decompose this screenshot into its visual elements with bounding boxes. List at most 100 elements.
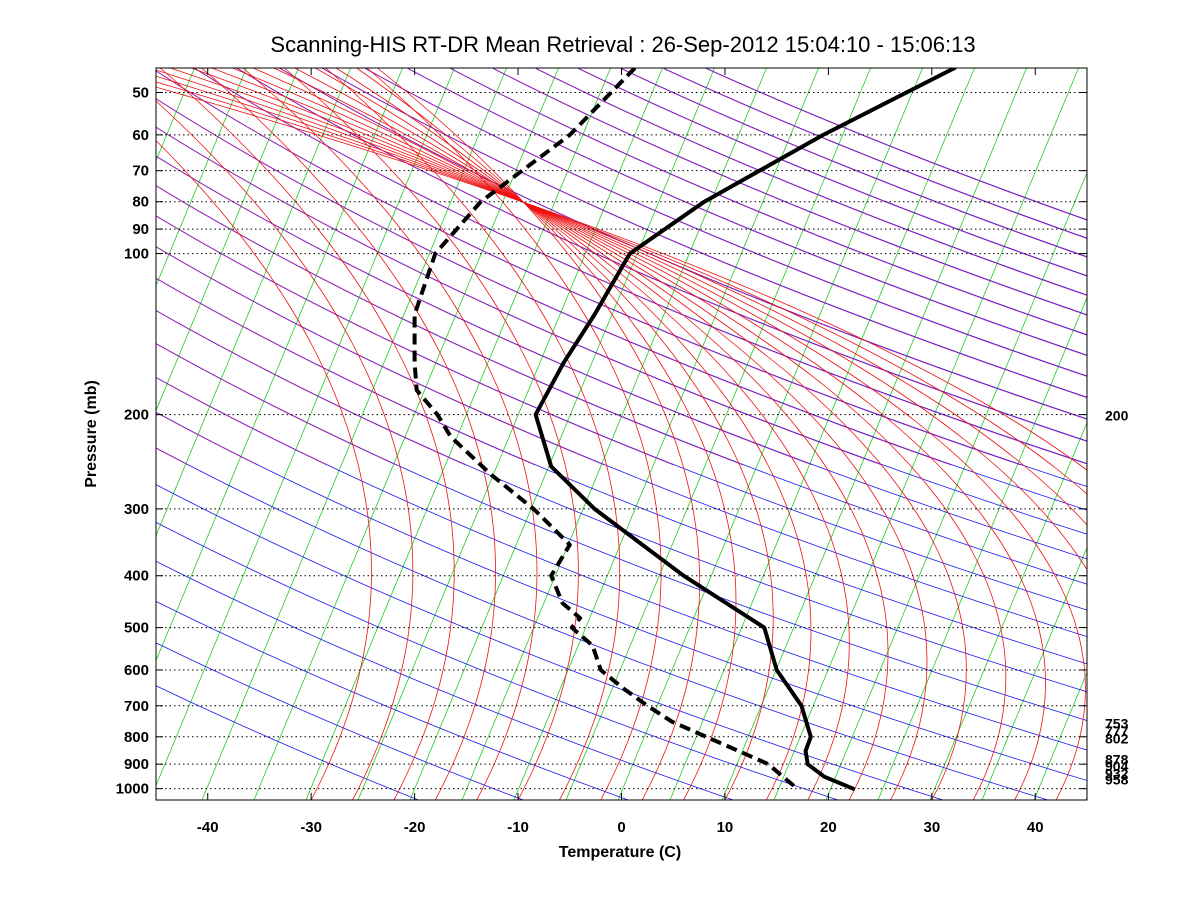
saturated-adiabat-line bbox=[156, 100, 414, 800]
isotherm-line bbox=[1033, 671, 1087, 800]
x-tick-label: 20 bbox=[820, 819, 837, 836]
saturated-adiabat-line bbox=[156, 86, 1087, 471]
right-level-label: 878 bbox=[1105, 751, 1129, 767]
dry-adiabat-overlay bbox=[156, 377, 328, 466]
saturated-adiabat-line bbox=[159, 68, 455, 800]
dry-adiabat-line bbox=[156, 185, 1087, 585]
saturated-adiabat-line bbox=[377, 68, 700, 800]
saturated-adiabat-line bbox=[201, 68, 497, 800]
dry-adiabat-line bbox=[156, 246, 1087, 638]
isotherm-line bbox=[929, 421, 1087, 800]
y-tick-label: 90 bbox=[132, 221, 149, 238]
saturated-adiabat-line bbox=[156, 81, 1087, 495]
x-tick-label: 0 bbox=[617, 819, 625, 836]
saturated-adiabat-line bbox=[170, 68, 1086, 800]
dry-adiabat-line bbox=[156, 215, 1087, 611]
dry-adiabat-line bbox=[156, 310, 1087, 693]
y-tick-label: 100 bbox=[124, 246, 149, 263]
saturated-adiabat-line bbox=[156, 140, 372, 800]
dry-adiabat-overlay bbox=[156, 277, 536, 466]
isotherm-line bbox=[156, 68, 351, 537]
saturated-adiabat-line bbox=[232, 68, 967, 800]
dry-adiabat-line bbox=[279, 68, 1087, 420]
dry-adiabat-overlay bbox=[156, 126, 883, 466]
temperature-profile-line bbox=[533, 68, 957, 791]
x-axis: -40 -30 -20 -10 0 10 20 30 40 bbox=[197, 68, 1044, 836]
isotherm-line bbox=[156, 68, 247, 287]
y-tick-label: 800 bbox=[124, 729, 149, 746]
y-tick-label: 50 bbox=[132, 84, 149, 101]
y-tick-label: 500 bbox=[124, 620, 149, 637]
right-level-label: 904 bbox=[1105, 758, 1129, 774]
sounding-series bbox=[412, 68, 957, 791]
isotherm-line bbox=[669, 68, 975, 800]
isotherm-line bbox=[0, 68, 39, 800]
y-axis-label: Pressure (mb) bbox=[83, 380, 100, 488]
saturated-adiabat-line bbox=[284, 68, 579, 800]
saturated-adiabat-line bbox=[211, 68, 1007, 800]
dry-adiabat-line bbox=[620, 68, 1087, 258]
isotherm-line bbox=[156, 68, 299, 412]
saturated-adiabat-line bbox=[253, 68, 928, 800]
saturated-adiabat-line bbox=[294, 68, 850, 800]
dry-adiabat-line bbox=[534, 68, 1087, 296]
dry-adiabat-overlay bbox=[323, 68, 1087, 399]
isotherm-line bbox=[1085, 796, 1087, 800]
y-axis: 50 60 70 80 90 100 200 300 400 500 600 700 800 900 100… bbox=[116, 84, 1087, 798]
dry-adiabat-overlay bbox=[238, 68, 1087, 442]
dry-adiabat-overlay bbox=[156, 310, 466, 466]
saturated-adiabat-line bbox=[315, 68, 812, 800]
right-level-label: 802 bbox=[1105, 730, 1129, 746]
dry-adiabat-line bbox=[662, 68, 1087, 239]
x-tick-label: -40 bbox=[197, 819, 219, 836]
y-tick-label: 700 bbox=[124, 698, 149, 715]
isotherm-line bbox=[565, 68, 871, 800]
dry-adiabat-overlay bbox=[0, 69, 50, 465]
dry-adiabat-line bbox=[156, 560, 734, 800]
x-tick-label: 30 bbox=[923, 819, 940, 836]
saturated-adiabat-line bbox=[356, 68, 737, 800]
dry-adiabat-overlay bbox=[0, 69, 119, 465]
dry-adiabat-line bbox=[321, 68, 1087, 398]
y-tick-label: 200 bbox=[124, 407, 149, 424]
dry-adiabat-line bbox=[156, 343, 1087, 721]
isotherm-line bbox=[0, 68, 143, 800]
y-tick-label: 80 bbox=[132, 194, 149, 211]
isotherm-line bbox=[877, 296, 1087, 800]
dry-adiabat-overlay bbox=[195, 68, 1087, 465]
dry-adiabat-overlay bbox=[451, 68, 1087, 336]
isotherm-line bbox=[1190, 68, 1200, 800]
saturated-adiabat-line bbox=[191, 68, 1046, 800]
isotherm-line bbox=[409, 68, 715, 800]
dry-adiabat-overlay bbox=[156, 155, 813, 466]
x-tick-label: 10 bbox=[717, 819, 734, 836]
right-level-label: 777 bbox=[1105, 723, 1129, 739]
y-tick-label: 600 bbox=[124, 662, 149, 679]
dry-adiabat-overlay bbox=[493, 68, 1087, 316]
isobar-grid bbox=[156, 91, 1087, 790]
dewpoint-profile-line bbox=[412, 68, 799, 791]
x-tick-label: -20 bbox=[404, 819, 426, 836]
chart-title: Scanning-HIS RT-DR Mean Retrieval : 26-S… bbox=[270, 32, 975, 57]
dry-adiabat-line bbox=[193, 68, 1087, 464]
dry-adiabat-line bbox=[156, 600, 629, 800]
isotherm-line bbox=[156, 68, 403, 662]
saturated-adiabat-line bbox=[156, 75, 1087, 526]
right-level-label: 753 bbox=[1105, 716, 1129, 732]
saturated-adiabat-line bbox=[335, 68, 774, 800]
dry-adiabat-line bbox=[156, 376, 1087, 751]
dry-adiabat-overlay bbox=[664, 68, 1087, 239]
right-level-label: 200 bbox=[1105, 408, 1129, 424]
dry-adiabat-line bbox=[705, 68, 1087, 221]
dry-adiabat-line bbox=[156, 642, 524, 800]
dry-adiabat-line bbox=[156, 98, 1087, 511]
isotherm-line bbox=[617, 68, 923, 800]
background-lines bbox=[0, 68, 1200, 800]
dry-adiabat-overlay bbox=[156, 246, 605, 466]
saturated-adiabat-line bbox=[273, 68, 889, 800]
dry-adiabat-overlay bbox=[156, 185, 744, 466]
dry-adiabat-line bbox=[156, 484, 944, 800]
right-level-label: 932 bbox=[1105, 765, 1129, 781]
dry-adiabat-line bbox=[577, 68, 1087, 277]
right-level-label: 958 bbox=[1105, 772, 1129, 788]
